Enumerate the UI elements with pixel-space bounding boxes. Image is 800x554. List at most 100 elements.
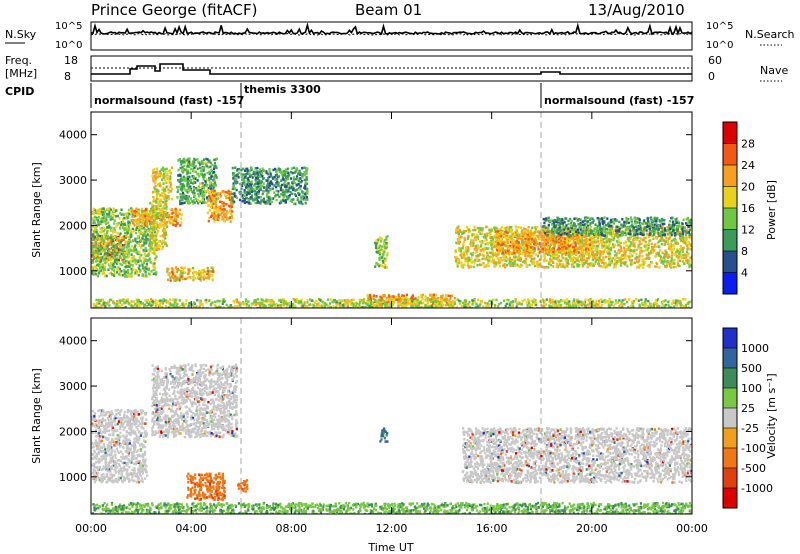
range-cell bbox=[115, 249, 118, 252]
range-cell bbox=[211, 189, 214, 193]
range-cell bbox=[342, 303, 345, 307]
range-cell bbox=[145, 223, 148, 227]
range-cell bbox=[99, 231, 102, 234]
range-cell bbox=[306, 299, 309, 302]
range-cell bbox=[130, 249, 133, 252]
range-cell bbox=[108, 253, 111, 257]
range-cell bbox=[118, 255, 121, 259]
nsky-trace bbox=[90, 22, 693, 36]
range-cell bbox=[445, 293, 448, 297]
range-cell bbox=[125, 249, 128, 252]
range-cell bbox=[152, 171, 155, 175]
range-cell bbox=[549, 301, 552, 304]
range-cell bbox=[163, 191, 166, 194]
range-cell bbox=[110, 229, 113, 232]
range-cell bbox=[165, 196, 169, 200]
range-cell bbox=[180, 266, 183, 269]
range-cell bbox=[450, 294, 454, 297]
range-cell bbox=[468, 300, 471, 304]
range-cell bbox=[533, 298, 536, 301]
range-cell bbox=[110, 253, 113, 257]
range-cell bbox=[554, 300, 557, 304]
range-cell bbox=[119, 232, 122, 235]
range-cell bbox=[417, 301, 421, 305]
range-cell bbox=[162, 235, 165, 238]
range-cell bbox=[327, 298, 330, 301]
range-cell bbox=[162, 189, 165, 192]
range-cell bbox=[387, 303, 390, 307]
range-cell bbox=[243, 201, 246, 205]
range-cell bbox=[106, 215, 109, 218]
range-cell bbox=[127, 240, 130, 244]
range-cell bbox=[135, 261, 138, 264]
range-cell bbox=[96, 249, 99, 252]
range-cell bbox=[190, 168, 193, 171]
range-cell bbox=[136, 218, 140, 221]
range-cell bbox=[543, 299, 547, 303]
range-cell bbox=[316, 303, 319, 306]
range-cell bbox=[93, 215, 96, 219]
range-cell bbox=[215, 157, 218, 160]
range-cell bbox=[110, 239, 113, 242]
range-cell bbox=[200, 159, 203, 163]
range-cell bbox=[139, 239, 143, 242]
range-cell bbox=[138, 250, 141, 253]
range-cell bbox=[137, 260, 140, 263]
range-cell bbox=[160, 225, 163, 228]
range-cell bbox=[656, 305, 659, 308]
range-cell bbox=[155, 197, 159, 201]
range-cell bbox=[372, 294, 375, 297]
range-cell bbox=[120, 303, 124, 306]
range-cell bbox=[127, 226, 130, 230]
range-cell bbox=[154, 305, 157, 308]
range-cell bbox=[144, 254, 147, 258]
range-cell bbox=[106, 238, 110, 241]
range-cell bbox=[135, 231, 138, 235]
range-cell bbox=[625, 244, 628, 247]
range-cell bbox=[91, 245, 94, 248]
range-cell bbox=[159, 209, 162, 212]
range-cell bbox=[104, 305, 107, 308]
range-cell bbox=[255, 303, 258, 306]
range-cell bbox=[182, 267, 185, 271]
range-cell bbox=[91, 267, 95, 270]
range-cell bbox=[153, 267, 156, 270]
range-cell bbox=[623, 303, 626, 306]
range-cell bbox=[326, 304, 330, 308]
range-cell bbox=[126, 243, 129, 247]
range-cell bbox=[192, 199, 195, 202]
range-cell bbox=[208, 176, 211, 180]
range-cell bbox=[213, 176, 216, 179]
range-cell bbox=[105, 274, 108, 278]
freq-trace bbox=[91, 63, 692, 75]
range-cell bbox=[131, 259, 135, 263]
range-cell bbox=[292, 176, 295, 179]
range-cell bbox=[282, 174, 285, 178]
range-cell bbox=[153, 250, 156, 253]
range-cell bbox=[487, 261, 490, 265]
range-cell bbox=[214, 304, 217, 308]
range-cell bbox=[478, 304, 481, 308]
nsky-tick-lo: 10^0 bbox=[55, 40, 82, 51]
range-cell bbox=[111, 249, 114, 253]
range-cell bbox=[277, 184, 280, 187]
range-cell bbox=[187, 271, 191, 275]
range-cell bbox=[106, 235, 110, 238]
range-cell bbox=[142, 248, 145, 252]
range-cell bbox=[137, 220, 140, 224]
range-cell bbox=[93, 270, 96, 273]
range-cell bbox=[117, 243, 120, 247]
range-cell bbox=[658, 305, 661, 308]
range-cell bbox=[93, 251, 96, 254]
range-cell bbox=[112, 300, 115, 303]
range-cell bbox=[108, 215, 111, 218]
range-cell bbox=[197, 195, 201, 198]
range-cell bbox=[198, 175, 201, 178]
range-cell bbox=[158, 184, 162, 187]
range-cell bbox=[103, 275, 106, 278]
range-cell bbox=[181, 302, 184, 306]
range-cell bbox=[118, 227, 122, 230]
range-cell bbox=[275, 173, 278, 176]
range-cell bbox=[100, 269, 103, 272]
range-cell bbox=[250, 180, 253, 183]
